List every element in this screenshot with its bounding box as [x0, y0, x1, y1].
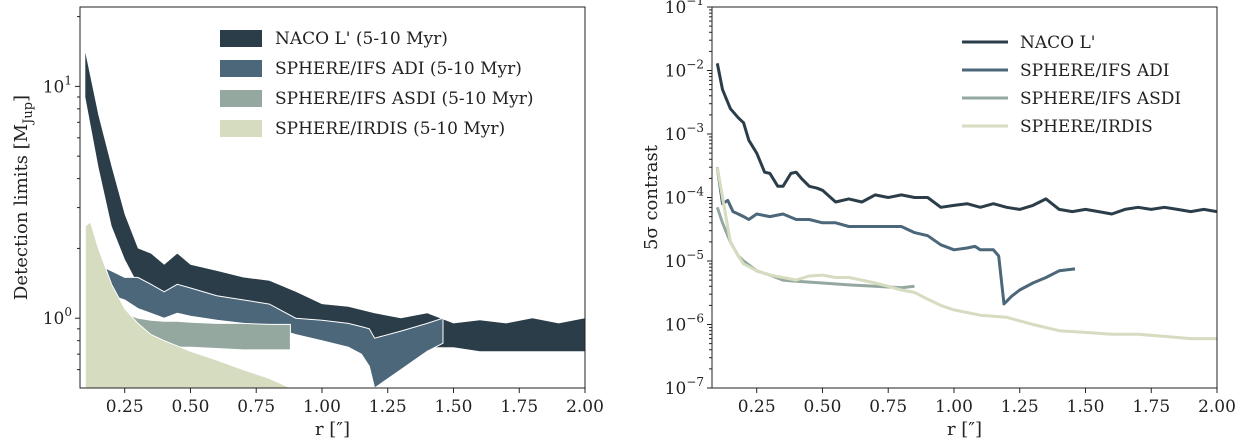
band-1 [85, 52, 585, 352]
legend-swatch [220, 90, 262, 107]
legend-label: SPHERE/IFS ASDI [1020, 89, 1181, 109]
x-tick-label: 1.75 [1132, 397, 1170, 417]
legend-label: SPHERE/IRDIS (5-10 Myr) [275, 119, 505, 139]
y-tick-label: 101 [43, 73, 72, 97]
x-tick-label: 1.00 [303, 397, 341, 417]
line-1 [715, 63, 1217, 216]
x-tick-label: 0.75 [869, 397, 907, 417]
legend-swatch [220, 30, 262, 47]
x-tick-label: 1.00 [935, 397, 973, 417]
y-tick-label: 10−6 [665, 312, 704, 336]
x-axis-label: r [″] [947, 419, 982, 439]
y-tick-label: 10−4 [665, 185, 705, 209]
x-tick-label: 1.75 [500, 397, 538, 417]
y-tick-label: 10−7 [665, 375, 704, 399]
x-tick-label: 2.00 [1198, 397, 1236, 417]
band-2 [84, 258, 444, 388]
legend-label: SPHERE/IRDIS [1020, 117, 1153, 137]
y-axis-label: Detection limits [MJup] [11, 95, 36, 300]
x-tick-label: 1.25 [1001, 397, 1039, 417]
x-tick-label: 0.25 [738, 397, 776, 417]
y-tick-label: 100 [43, 305, 72, 329]
legend-swatch [220, 120, 262, 137]
x-tick-label: 1.50 [1067, 397, 1105, 417]
y-tick-label: 10−2 [665, 58, 704, 82]
x-tick-label: 0.50 [172, 397, 210, 417]
x-tick-label: 2.00 [566, 397, 604, 417]
line-2 [715, 166, 1076, 306]
x-axis-label: r [″] [315, 419, 350, 439]
x-tick-label: 1.50 [435, 397, 473, 417]
legend-label: NACO L' [1020, 33, 1095, 53]
legend-label: SPHERE/IFS ADI (5-10 Myr) [275, 59, 522, 79]
x-tick-label: 0.25 [106, 397, 144, 417]
detection-limits-panel: 0.25 0.50 0.75 1.00 1.25 1.50 1.75 2.00 100 101 r … [11, 6, 604, 439]
band-4 [84, 221, 291, 388]
plot-area [715, 63, 1217, 341]
x-tick-label: 1.25 [369, 397, 407, 417]
y-tick-label: 10−5 [665, 248, 704, 272]
axes-frame [79, 6, 586, 389]
x-tick-label: 0.50 [804, 397, 842, 417]
line-4 [715, 166, 1217, 341]
contrast-panel: 0.25 0.50 0.75 1.00 1.25 1.50 1.75 2.00 10−7 10−6… [641, 0, 1236, 439]
y-axis-label: 5σ contrast [641, 144, 662, 250]
y-tick-label: 10−3 [665, 121, 704, 145]
legend-label: SPHERE/IFS ASDI (5-10 Myr) [275, 89, 534, 109]
y-tick-label: 10−1 [665, 0, 704, 18]
plot-area [84, 52, 585, 388]
legend-swatch [220, 60, 262, 77]
legend-label: SPHERE/IFS ADI [1020, 61, 1169, 81]
x-tick-label: 0.75 [237, 397, 275, 417]
legend-label: NACO L' (5-10 Myr) [275, 29, 448, 49]
